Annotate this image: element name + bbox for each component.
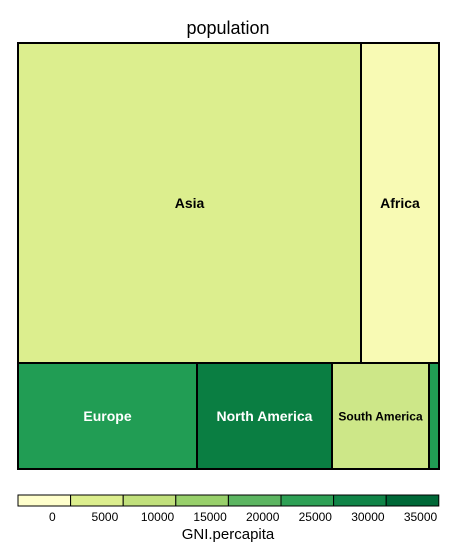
legend-tick-label: 0: [49, 510, 56, 524]
treemap-tiles: Asia Africa Europe North America South Ameri…: [18, 43, 439, 469]
treemap-tile-label: North America: [217, 408, 313, 424]
legend-swatch: [71, 495, 124, 506]
legend-swatch: [228, 495, 281, 506]
treemap-tile-other: [429, 363, 439, 469]
treemap-tile-label: Africa: [380, 195, 420, 211]
legend-swatch: [18, 495, 71, 506]
legend-swatch: [334, 495, 387, 506]
legend-tick-label: 30000: [351, 510, 385, 524]
legend-title: GNI.percapita: [182, 526, 275, 543]
legend-tick-label: 25000: [299, 510, 333, 524]
treemap-tile-label: Europe: [83, 408, 131, 424]
legend-swatch: [176, 495, 229, 506]
legend-tick-label: 20000: [246, 510, 280, 524]
legend-swatch: [281, 495, 334, 506]
legend-tick-label: 35000: [404, 510, 438, 524]
legend-swatch: [123, 495, 176, 506]
chart-title: population: [186, 18, 269, 38]
treemap-tile-label: South America: [338, 409, 423, 423]
color-legend: 0 5000 10000 15000 20000 25000 30000 35000: [18, 495, 439, 524]
legend-swatch: [386, 495, 439, 506]
legend-tick-label: 10000: [141, 510, 175, 524]
treemap-tile-label: Asia: [175, 195, 205, 211]
legend-tick-label: 15000: [193, 510, 227, 524]
legend-tick-label: 5000: [92, 510, 119, 524]
